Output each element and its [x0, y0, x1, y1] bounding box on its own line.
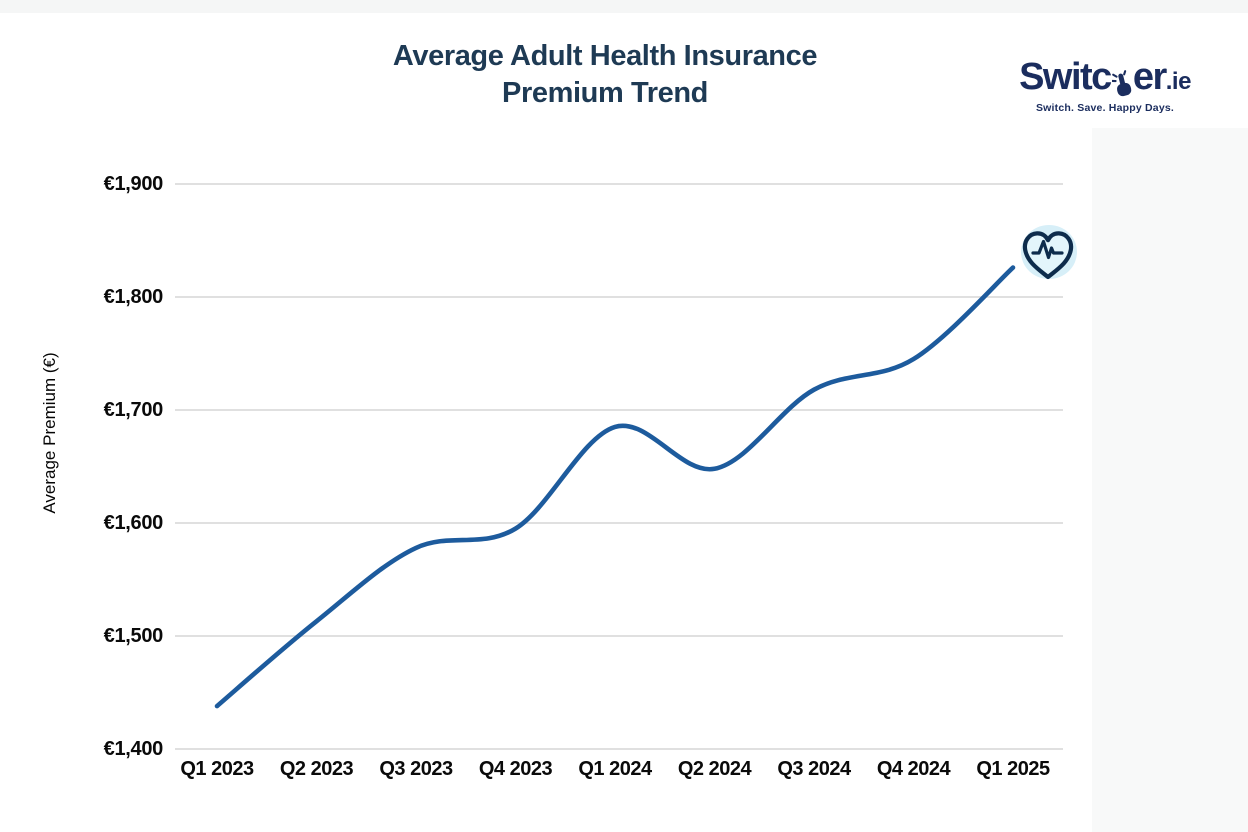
- x-tick-label: Q2 2023: [279, 758, 354, 780]
- y-tick-label: €1,900: [103, 173, 164, 195]
- y-tick-label: €1,400: [103, 738, 164, 760]
- logo-wordmark: Switc er .ie: [1005, 56, 1205, 99]
- chart-title-line1: Average Adult Health Insurance: [392, 40, 818, 72]
- x-tick-label: Q1 2023: [180, 758, 254, 780]
- x-tick-label: Q1 2025: [976, 758, 1050, 780]
- heart-pulse-icon: [1021, 225, 1077, 280]
- logo-text: Switc er .ie: [1019, 56, 1191, 99]
- chart-title-line2: Premium Trend: [502, 77, 708, 109]
- logo-text-suffix: er: [1132, 56, 1167, 98]
- premium-trend-line: [214, 265, 1016, 709]
- logo-tagline: Switch. Save. Happy Days.: [1035, 102, 1175, 114]
- background-strip-right: [1092, 128, 1248, 832]
- y-tick-label: €1,600: [103, 512, 164, 534]
- y-tick-label: €1,700: [103, 399, 164, 421]
- chart-title: Average Adult Health Insurance Premium T…: [0, 38, 1210, 112]
- x-tick-label: Q3 2023: [379, 758, 453, 780]
- x-tick-label: Q3 2024: [777, 758, 851, 780]
- logo-text-prefix: Switc: [1019, 56, 1112, 98]
- logo-tld: .ie: [1165, 68, 1192, 95]
- y-tick-label: €1,800: [103, 286, 164, 308]
- x-tick-label: Q1 2024: [578, 758, 652, 780]
- x-tick-label: Q4 2023: [478, 758, 553, 780]
- gridlines: [175, 183, 1063, 750]
- x-tick-label: Q4 2024: [876, 758, 951, 780]
- logo-hand-icon: [1111, 70, 1132, 97]
- x-tick-label: Q2 2024: [677, 758, 752, 780]
- background-strip-top: [0, 0, 1248, 13]
- switcher-logo: Switc er .ie Switch. Save. Happy Days.: [1005, 56, 1205, 114]
- y-tick-label: €1,500: [103, 625, 164, 647]
